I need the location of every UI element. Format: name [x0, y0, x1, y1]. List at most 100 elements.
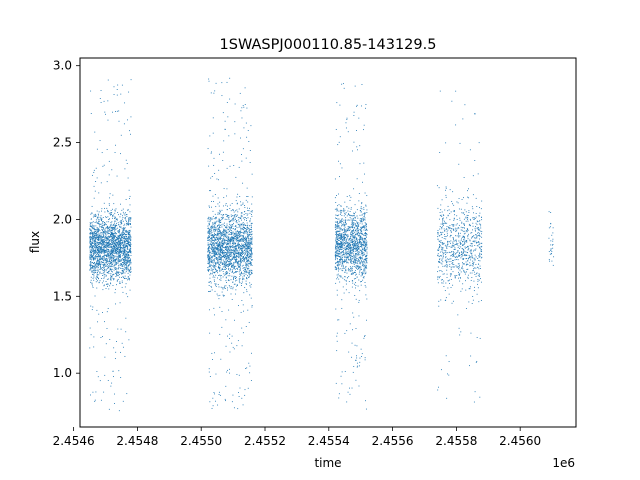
data-point — [243, 238, 245, 240]
data-point — [128, 264, 130, 266]
data-point — [223, 233, 225, 235]
data-point — [212, 246, 214, 248]
data-point — [89, 222, 91, 224]
data-point — [115, 244, 117, 246]
data-point — [248, 268, 250, 269]
data-point — [89, 265, 91, 267]
data-point — [250, 242, 252, 243]
data-point — [232, 279, 234, 281]
data-point — [216, 244, 218, 246]
data-point — [240, 225, 242, 227]
data-point — [365, 255, 366, 257]
data-point — [89, 249, 91, 251]
data-point — [89, 257, 91, 259]
data-point — [222, 266, 224, 268]
data-point — [364, 212, 366, 214]
data-point — [216, 232, 218, 234]
data-point — [100, 268, 102, 270]
data-point — [214, 229, 216, 231]
data-point — [356, 234, 358, 236]
data-point — [106, 278, 108, 280]
data-point — [239, 282, 241, 284]
data-point — [93, 251, 95, 253]
data-point — [94, 131, 96, 133]
data-point — [115, 288, 116, 290]
data-point — [95, 243, 97, 245]
data-point — [126, 266, 127, 268]
data-point — [343, 256, 345, 258]
data-point — [114, 209, 116, 211]
data-point — [90, 255, 92, 257]
data-point — [92, 238, 94, 239]
data-point — [120, 219, 122, 221]
data-point — [112, 250, 114, 252]
data-point — [335, 245, 336, 247]
data-point — [353, 240, 355, 242]
data-point — [250, 262, 252, 264]
data-point — [245, 266, 247, 268]
data-point — [336, 269, 338, 271]
data-point — [228, 216, 230, 218]
data-point — [230, 251, 232, 253]
data-point — [207, 217, 209, 219]
data-point — [108, 174, 110, 176]
data-point — [97, 236, 99, 238]
data-point — [353, 233, 355, 235]
data-point — [337, 267, 339, 269]
data-point — [110, 264, 112, 266]
data-point — [219, 268, 221, 270]
data-point — [101, 259, 103, 260]
data-point — [120, 260, 122, 262]
data-point — [114, 229, 116, 231]
data-point — [123, 271, 124, 273]
data-point — [251, 272, 253, 273]
data-point — [122, 216, 124, 218]
data-point — [248, 247, 250, 249]
data-point — [235, 233, 237, 234]
data-point — [224, 234, 226, 236]
data-point — [103, 228, 105, 230]
data-point — [98, 237, 100, 239]
data-point — [250, 256, 251, 258]
data-point — [239, 253, 241, 255]
data-point — [359, 267, 361, 269]
data-point — [102, 221, 104, 223]
data-point — [242, 273, 244, 275]
data-point — [95, 255, 97, 257]
data-point — [361, 244, 363, 245]
data-point — [364, 268, 366, 270]
data-point — [110, 269, 111, 271]
data-point — [91, 230, 93, 232]
data-point — [239, 267, 241, 269]
data-point — [126, 253, 128, 255]
data-point — [221, 251, 223, 253]
data-point — [113, 228, 115, 230]
data-point — [210, 260, 212, 262]
data-point — [110, 258, 112, 260]
data-point — [217, 248, 219, 250]
data-point — [219, 394, 221, 396]
data-point — [230, 240, 232, 242]
data-point — [241, 215, 243, 217]
data-point — [359, 237, 361, 238]
data-point — [97, 249, 98, 250]
data-point — [242, 244, 244, 246]
data-point — [126, 262, 128, 264]
data-point — [108, 228, 109, 230]
data-point — [223, 243, 225, 245]
data-point — [110, 233, 112, 235]
data-point — [129, 277, 130, 279]
data-point — [219, 306, 221, 308]
data-point — [229, 351, 231, 353]
data-point — [108, 266, 109, 268]
data-point — [100, 240, 102, 242]
data-point — [246, 247, 248, 249]
data-point — [207, 257, 209, 259]
data-point — [109, 239, 110, 241]
data-point — [99, 235, 101, 237]
data-point — [213, 240, 215, 242]
data-point — [240, 252, 242, 253]
data-point — [108, 270, 110, 272]
data-point — [242, 264, 244, 266]
data-point — [91, 246, 93, 247]
